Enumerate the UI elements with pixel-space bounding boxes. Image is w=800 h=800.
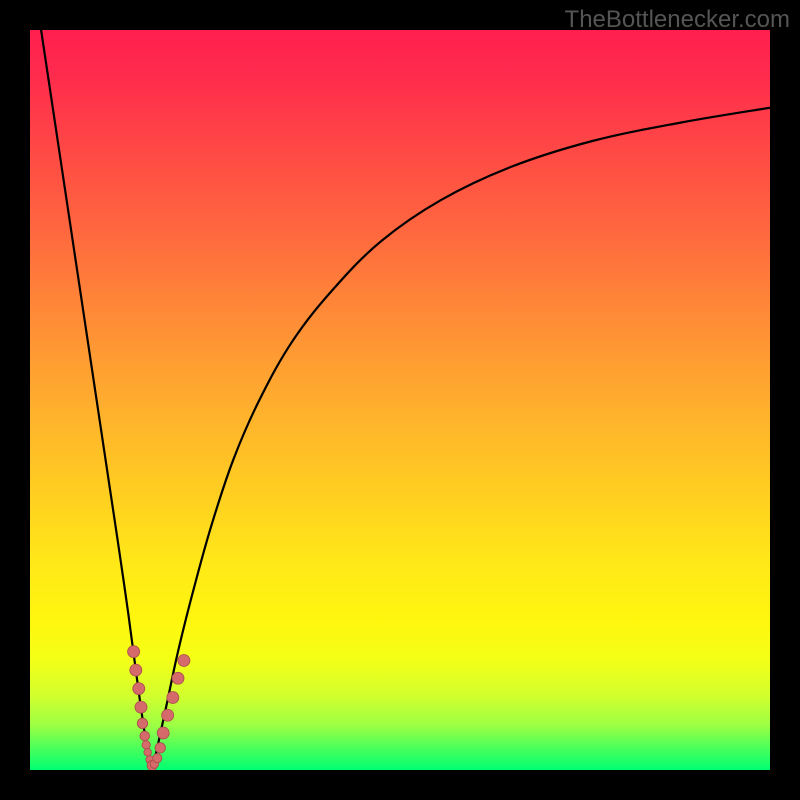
data-marker [162,709,174,721]
plot-area [30,30,770,770]
curve-layer [41,30,770,770]
marker-layer [128,646,190,770]
curve-left-branch [41,30,152,770]
data-marker [135,701,147,713]
data-marker [178,654,190,666]
data-marker [153,754,162,763]
plot-svg [30,30,770,770]
data-marker [128,646,140,658]
chart-frame: TheBottlenecker.com [0,0,800,800]
data-marker [130,664,142,676]
data-marker [142,741,150,749]
data-marker [172,672,184,684]
data-marker [167,691,179,703]
data-marker [137,718,147,728]
data-marker [144,748,152,756]
data-marker [157,727,169,739]
data-marker [133,683,145,695]
data-marker [140,731,150,741]
curve-right-branch [152,108,770,770]
data-marker [155,743,165,753]
